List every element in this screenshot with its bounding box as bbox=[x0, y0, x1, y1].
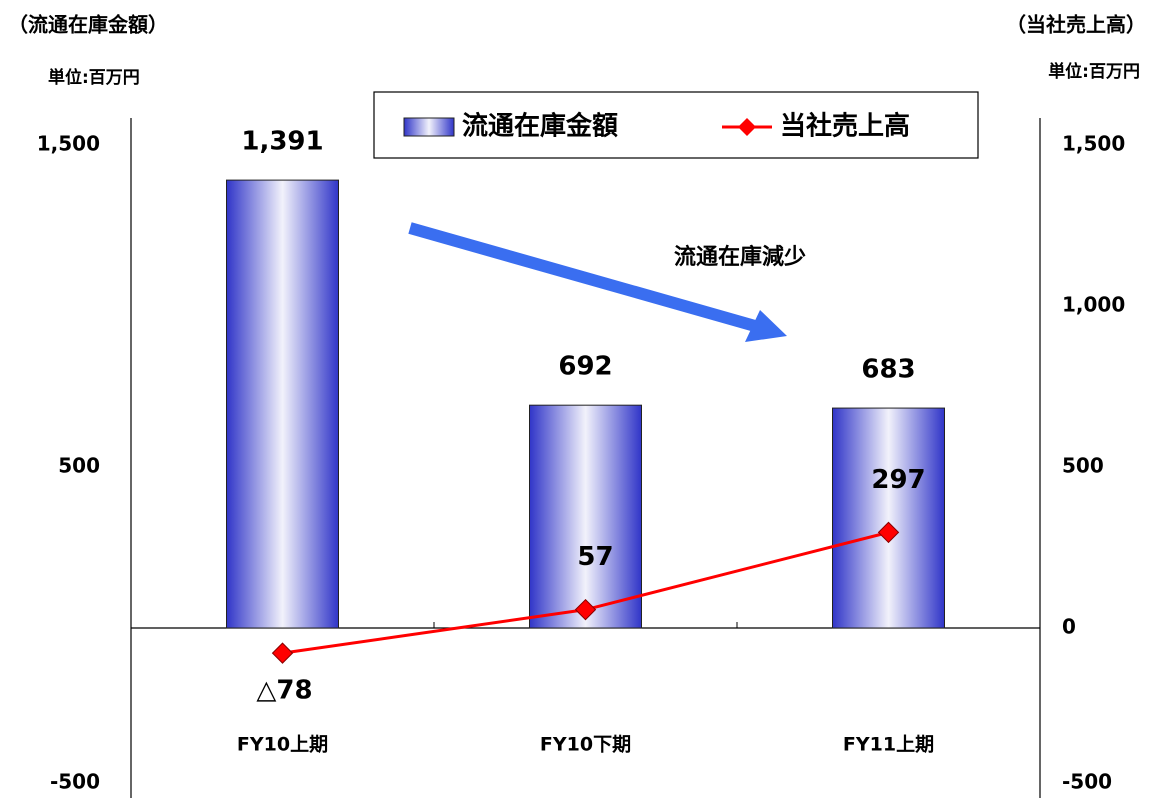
data-label: △78 bbox=[256, 676, 312, 706]
annotation: 流通在庫減少 bbox=[674, 244, 806, 270]
legend-swatch-marker bbox=[738, 118, 756, 136]
data-label: 297 bbox=[871, 465, 925, 495]
line-marker bbox=[574, 598, 597, 621]
data-label: 1,391 bbox=[241, 127, 323, 157]
line-marker bbox=[877, 521, 900, 544]
data-label: 57 bbox=[577, 542, 613, 572]
y2-tick-label: 1,000 bbox=[1062, 293, 1125, 317]
x-tick-label: FY10上期 bbox=[237, 734, 328, 756]
y2-unit: 単位:百万円 bbox=[1048, 61, 1140, 82]
y2-tick-label: 0 bbox=[1062, 615, 1076, 639]
annotation-arrow bbox=[408, 222, 787, 342]
legend bbox=[373, 91, 979, 159]
legend-label: 流通在庫金額 bbox=[462, 111, 618, 142]
legend-items: 流通在庫金額 当社売上高 bbox=[403, 111, 910, 142]
line-marker bbox=[271, 642, 294, 664]
y2-tick-label: 500 bbox=[1062, 454, 1104, 478]
y2-title: （当社売上高） bbox=[1006, 13, 1146, 37]
y2-tick-label: -500 bbox=[1062, 770, 1112, 794]
y-title: （流通在庫金額） bbox=[8, 13, 168, 37]
y2-tick-label: 1,500 bbox=[1062, 132, 1125, 156]
y-tick-label: 500 bbox=[58, 454, 100, 478]
x-tick-label: FY11上期 bbox=[843, 734, 934, 756]
bar bbox=[832, 407, 945, 629]
legend-swatch bbox=[403, 117, 455, 137]
x-tick-label: FY10下期 bbox=[540, 734, 631, 756]
y-unit: 単位:百万円 bbox=[48, 67, 140, 88]
legend-label: 当社売上高 bbox=[780, 111, 910, 142]
y-tick-label: -500 bbox=[50, 770, 100, 794]
bar bbox=[529, 404, 642, 629]
data-label: 683 bbox=[861, 355, 915, 385]
data-label: 692 bbox=[558, 352, 612, 382]
bar bbox=[226, 179, 339, 629]
y-tick-label: 1,500 bbox=[37, 132, 100, 156]
